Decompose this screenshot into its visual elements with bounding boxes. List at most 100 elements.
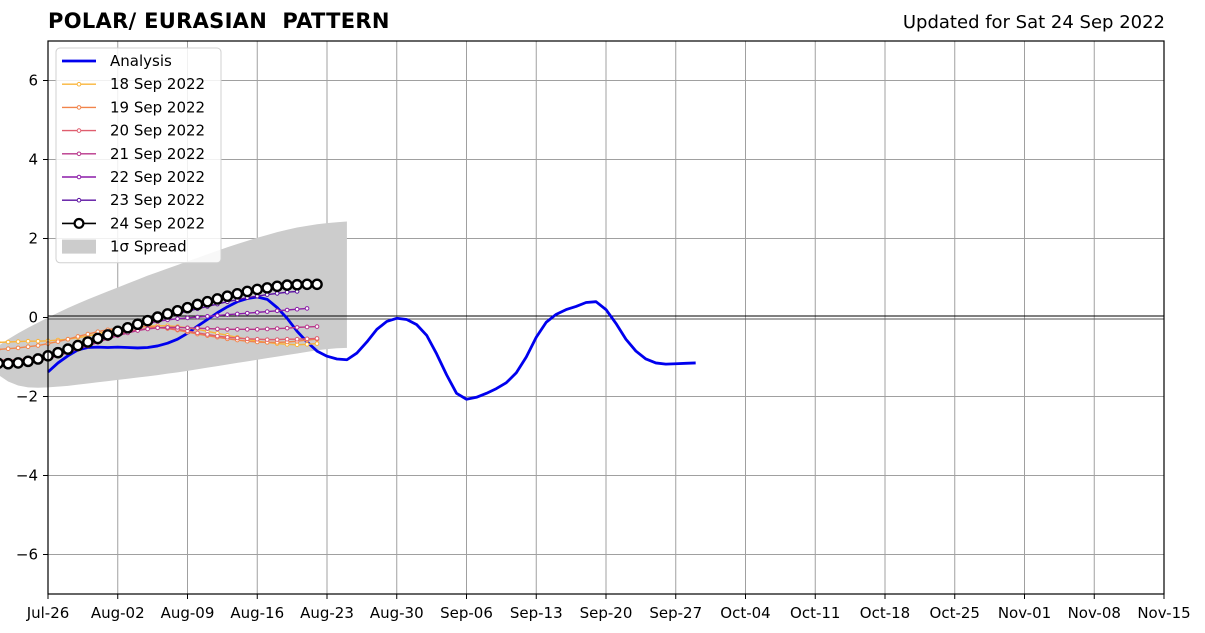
data-point [175, 325, 180, 330]
data-point [261, 282, 274, 294]
y-tick-label: 0 [28, 309, 38, 327]
data-point [25, 338, 31, 344]
legend-item: 24 Sep 2022 [62, 214, 205, 232]
legend-marker [76, 151, 82, 157]
data-point [175, 316, 180, 321]
data-point [311, 278, 323, 291]
data-point [215, 333, 220, 339]
series-line-analysis [47, 295, 696, 401]
data-point [12, 357, 24, 369]
data-point [281, 279, 293, 291]
data-point [195, 325, 200, 331]
data-point [205, 332, 210, 337]
data-point [294, 325, 300, 330]
y-tick-label: −2 [16, 388, 38, 406]
data-point [65, 336, 71, 342]
legend-label: 22 Sep 2022 [110, 168, 205, 186]
legend-marker [76, 105, 82, 110]
data-point [235, 327, 240, 332]
legend-label: 23 Sep 2022 [110, 191, 205, 209]
data-point [291, 278, 303, 291]
data-point [205, 314, 210, 319]
data-point [181, 301, 194, 314]
data-point [251, 283, 264, 296]
y-tick-label: 4 [28, 151, 38, 169]
y-tick-label: −6 [16, 546, 38, 564]
data-point [294, 336, 300, 342]
data-point [274, 291, 280, 296]
data-point [274, 337, 280, 342]
data-point [195, 330, 200, 336]
data-point [111, 325, 124, 338]
data-point [225, 334, 230, 340]
data-point [264, 337, 270, 342]
x-tick-label: Oct-25 [930, 604, 980, 622]
data-point [314, 341, 320, 346]
data-point [225, 327, 230, 332]
data-point [85, 331, 91, 337]
x-tick-label: Aug-30 [370, 604, 424, 622]
data-point [35, 338, 41, 344]
data-point [92, 332, 104, 345]
data-point [145, 326, 150, 332]
data-point [241, 285, 254, 298]
legend-item: 20 Sep 2022 [62, 122, 205, 140]
data-point [131, 318, 144, 331]
data-point [22, 355, 34, 368]
data-point [254, 336, 260, 342]
legend-marker [76, 197, 82, 203]
data-point [201, 295, 214, 308]
y-tick-label: 2 [28, 230, 38, 248]
legend-item: 1σ Spread [62, 238, 187, 256]
data-point [284, 307, 290, 313]
data-point [185, 315, 190, 321]
data-point [185, 325, 190, 331]
data-point [141, 314, 154, 327]
updated-date: Updated for Sat 24 Sep 2022 [902, 12, 1165, 33]
data-point [191, 298, 204, 311]
data-point [221, 290, 234, 302]
data-point [304, 336, 310, 342]
data-point [284, 289, 290, 295]
data-point [231, 287, 244, 300]
data-point [195, 314, 200, 320]
data-point [301, 278, 313, 291]
x-tick-label: Nov-15 [1137, 604, 1190, 622]
legend-item: 19 Sep 2022 [62, 98, 205, 116]
data-point [225, 312, 230, 318]
data-point [274, 326, 280, 331]
data-point [171, 304, 184, 317]
legend-item: 22 Sep 2022 [62, 168, 205, 186]
data-point [25, 344, 31, 350]
legend-label: 24 Sep 2022 [110, 214, 205, 232]
legend-label: 20 Sep 2022 [110, 122, 205, 140]
data-point [161, 308, 174, 320]
data-point [244, 310, 250, 316]
data-point [254, 310, 260, 315]
data-point [155, 325, 160, 331]
data-point [55, 339, 61, 344]
legend-label: Analysis [110, 52, 172, 70]
chart-title: POLAR/ EURASIAN PATTERN [48, 9, 390, 33]
data-point [235, 311, 240, 317]
data-point [35, 343, 41, 348]
data-point [314, 336, 320, 341]
legend-box [55, 47, 222, 264]
data-point [121, 321, 134, 334]
data-point [211, 293, 224, 305]
legend-label: 21 Sep 2022 [110, 145, 205, 163]
x-tick-label: Sep-27 [649, 604, 702, 622]
data-point [82, 336, 94, 348]
data-point [304, 342, 310, 347]
x-tick-label: Sep-20 [580, 604, 633, 622]
legend-marker [76, 81, 82, 87]
x-tick-label: Aug-02 [91, 604, 145, 622]
legend-item: 23 Sep 2022 [62, 191, 205, 209]
data-point [165, 325, 170, 330]
data-point [271, 280, 283, 293]
legend-swatch [62, 239, 96, 254]
legend-marker [76, 128, 82, 133]
y-tick-label: −4 [16, 467, 38, 485]
x-tick-label: Aug-09 [161, 604, 215, 622]
